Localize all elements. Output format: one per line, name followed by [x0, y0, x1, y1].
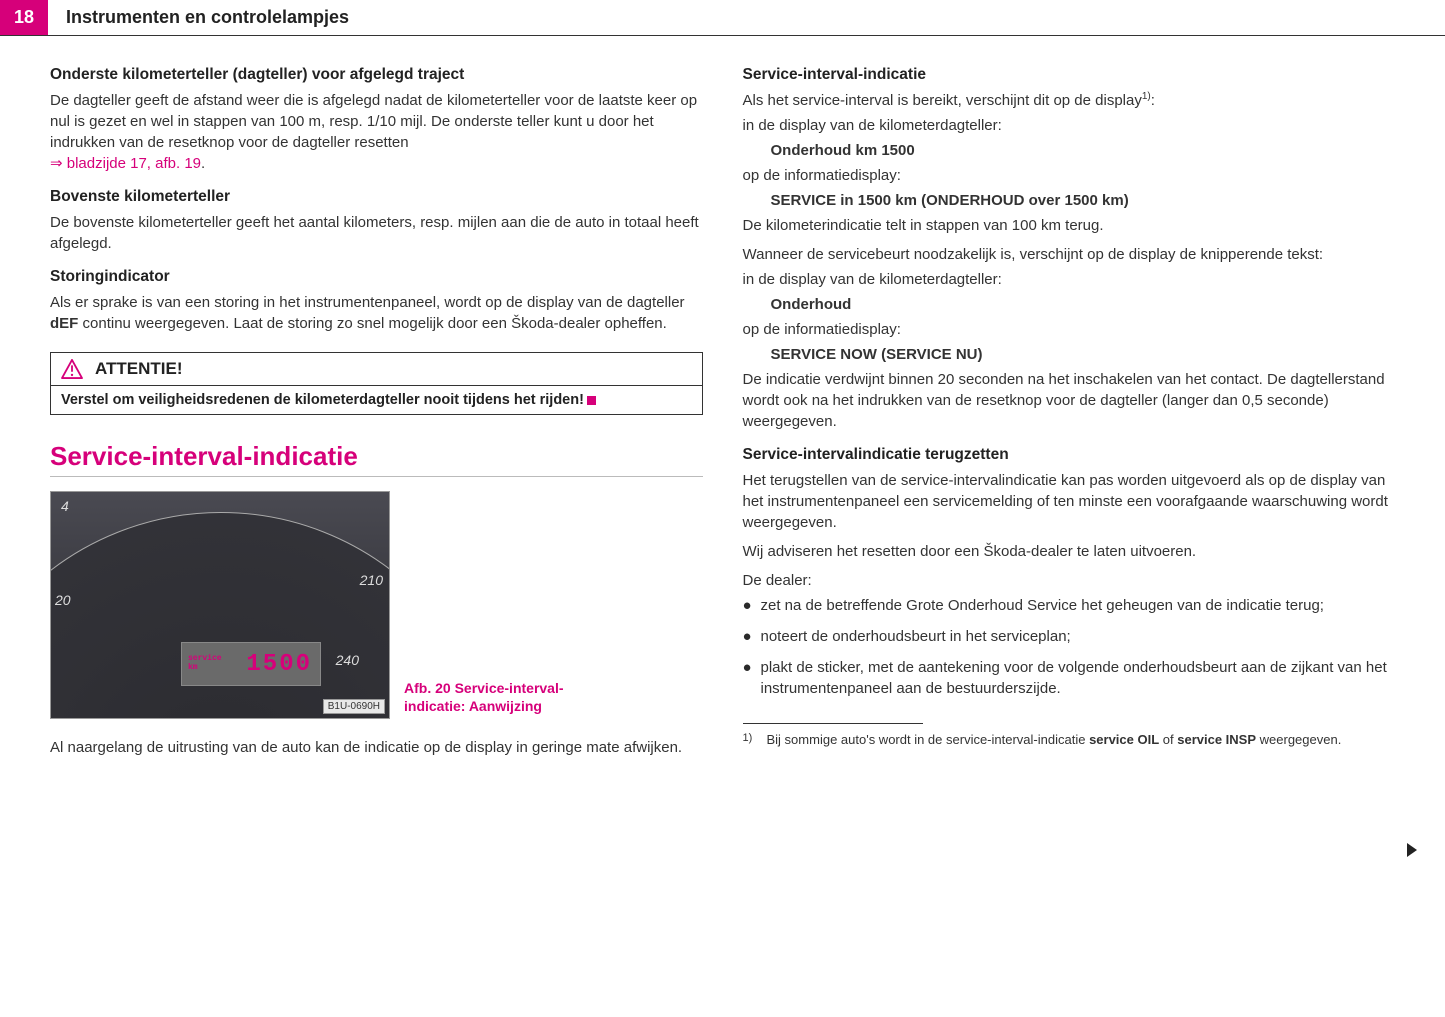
end-marker-icon	[587, 396, 596, 405]
footnote-ref: 1)	[1142, 91, 1151, 102]
heading-onderste: Onderste kilometerteller (dagteller) voo…	[50, 66, 703, 84]
bullet-icon: ●	[743, 595, 761, 620]
paragraph: Als er sprake is van een storing in het …	[50, 292, 703, 334]
list-item: ● zet na de betreffende Grote Onderhoud …	[743, 595, 1396, 620]
heading-terugzetten: Service-intervalindicatie terugzetten	[743, 446, 1396, 464]
page-header: 18 Instrumenten en controlelampjes	[0, 0, 1445, 36]
attention-header: ATTENTIE!	[51, 353, 702, 386]
gauge-tick: 4	[61, 498, 69, 514]
attention-box: ATTENTIE! Verstel om veiligheidsredenen …	[50, 352, 703, 415]
section-title: Service-interval-indicatie	[50, 441, 703, 472]
gauge-tick: 210	[360, 572, 383, 588]
paragraph: in de display van de kilometerdagteller:	[743, 269, 1396, 290]
figure-code: B1U-0690H	[323, 699, 385, 714]
footnote-number: 1)	[743, 732, 767, 747]
lcd-display: servicekm 1500	[181, 642, 321, 686]
heading-bovenste: Bovenste kilometerteller	[50, 188, 703, 206]
paragraph: Wij adviseren het resetten door een Škod…	[743, 541, 1396, 562]
heading-storing: Storingindicator	[50, 268, 703, 286]
section-underline	[50, 476, 703, 477]
paragraph: De dagteller geeft de afstand weer die i…	[50, 90, 703, 174]
left-column: Onderste kilometerteller (dagteller) voo…	[50, 66, 703, 762]
paragraph: Het terugstellen van de service-interval…	[743, 470, 1396, 533]
right-column: Service-interval-indicatie Als het servi…	[743, 66, 1396, 762]
warning-triangle-icon	[61, 359, 83, 379]
paragraph: in de display van de kilometerdagteller:	[743, 115, 1396, 136]
attention-body: Verstel om veiligheidsredenen de kilomet…	[51, 386, 702, 414]
paragraph: De kilometerindicatie telt in stappen va…	[743, 215, 1396, 236]
display-text: Onderhoud km 1500	[743, 140, 1396, 161]
paragraph: Al naargelang de uitrusting van de auto …	[50, 737, 703, 758]
page-number: 18	[0, 0, 48, 35]
footnote-separator	[743, 723, 923, 724]
heading-service-interval: Service-interval-indicatie	[743, 66, 1396, 84]
continue-arrow-icon	[1407, 843, 1417, 857]
list-item: ● plakt de sticker, met de aantekening v…	[743, 657, 1396, 703]
paragraph: op de informatiedisplay:	[743, 319, 1396, 340]
paragraph: Als het service-interval is bereikt, ver…	[743, 90, 1396, 111]
figure-image: 4 20 210 240 servicekm 1500 B1U-0690H	[50, 491, 390, 719]
paragraph: op de informatiedisplay:	[743, 165, 1396, 186]
chapter-title: Instrumenten en controlelampjes	[48, 0, 349, 35]
attention-title: ATTENTIE!	[95, 359, 183, 379]
display-text: SERVICE NOW (SERVICE NU)	[743, 344, 1396, 365]
footnote: 1) Bij sommige auto's wordt in de servic…	[743, 732, 1396, 747]
display-text: Onderhoud	[743, 294, 1396, 315]
bullet-icon: ●	[743, 626, 761, 651]
figure-caption: Afb. 20 Service-interval-indicatie: Aanw…	[404, 679, 604, 719]
paragraph: De bovenste kilometerteller geeft het aa…	[50, 212, 703, 254]
list-item: ● noteert de onderhoudsbeurt in het serv…	[743, 626, 1396, 651]
display-text: SERVICE in 1500 km (ONDERHOUD over 1500 …	[743, 190, 1396, 211]
paragraph: De indicatie verdwijnt binnen 20 seconde…	[743, 369, 1396, 432]
paragraph: Wanneer de servicebeurt noodzakelijk is,…	[743, 244, 1396, 265]
content-columns: Onderste kilometerteller (dagteller) voo…	[0, 36, 1445, 762]
gauge-tick: 20	[55, 592, 71, 608]
paragraph: De dealer:	[743, 570, 1396, 591]
gauge-tick: 240	[336, 652, 359, 668]
bullet-icon: ●	[743, 657, 761, 703]
figure-row: 4 20 210 240 servicekm 1500 B1U-0690H Af…	[50, 491, 703, 719]
page-reference-link[interactable]: ⇒ bladzijde 17, afb. 19	[50, 155, 201, 172]
